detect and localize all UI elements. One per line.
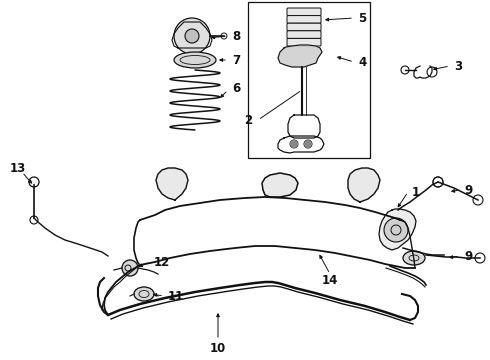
Text: 13: 13 <box>10 162 26 175</box>
Circle shape <box>384 218 408 242</box>
Text: 3: 3 <box>454 59 462 72</box>
Text: 1: 1 <box>412 185 420 198</box>
Text: 11: 11 <box>168 289 184 302</box>
Polygon shape <box>262 173 298 197</box>
Text: 9: 9 <box>464 249 472 262</box>
Polygon shape <box>379 209 416 250</box>
Circle shape <box>174 18 210 54</box>
Text: 6: 6 <box>232 81 240 94</box>
Circle shape <box>290 140 298 148</box>
Bar <box>248 2 370 158</box>
Ellipse shape <box>174 52 216 68</box>
Ellipse shape <box>134 287 154 301</box>
Circle shape <box>304 140 312 148</box>
Text: 8: 8 <box>232 30 240 42</box>
FancyBboxPatch shape <box>287 39 321 46</box>
Polygon shape <box>348 168 380 202</box>
FancyBboxPatch shape <box>287 23 321 31</box>
Text: 10: 10 <box>210 342 226 355</box>
Text: 7: 7 <box>232 54 240 67</box>
FancyBboxPatch shape <box>287 31 321 39</box>
Polygon shape <box>278 45 322 67</box>
Text: 5: 5 <box>358 12 366 24</box>
Circle shape <box>122 260 138 276</box>
Text: 14: 14 <box>322 274 338 287</box>
Text: 2: 2 <box>244 113 252 126</box>
Polygon shape <box>156 168 188 200</box>
FancyBboxPatch shape <box>287 15 321 23</box>
Circle shape <box>185 29 199 43</box>
Text: 9: 9 <box>464 184 472 197</box>
FancyBboxPatch shape <box>287 8 321 15</box>
Text: 4: 4 <box>358 55 366 68</box>
Ellipse shape <box>403 251 425 265</box>
Text: 12: 12 <box>154 256 170 269</box>
